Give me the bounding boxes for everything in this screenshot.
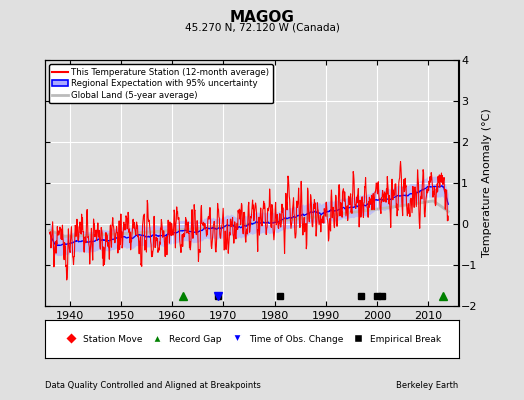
Text: Data Quality Controlled and Aligned at Breakpoints: Data Quality Controlled and Aligned at B… (45, 381, 260, 390)
Legend: Station Move, Record Gap, Time of Obs. Change, Empirical Break: Station Move, Record Gap, Time of Obs. C… (59, 332, 444, 346)
Text: MAGOG: MAGOG (230, 10, 294, 25)
Text: Berkeley Earth: Berkeley Earth (396, 381, 458, 390)
Y-axis label: Temperature Anomaly (°C): Temperature Anomaly (°C) (482, 109, 492, 257)
Legend: This Temperature Station (12-month average), Regional Expectation with 95% uncer: This Temperature Station (12-month avera… (49, 64, 272, 103)
Text: 45.270 N, 72.120 W (Canada): 45.270 N, 72.120 W (Canada) (184, 22, 340, 32)
